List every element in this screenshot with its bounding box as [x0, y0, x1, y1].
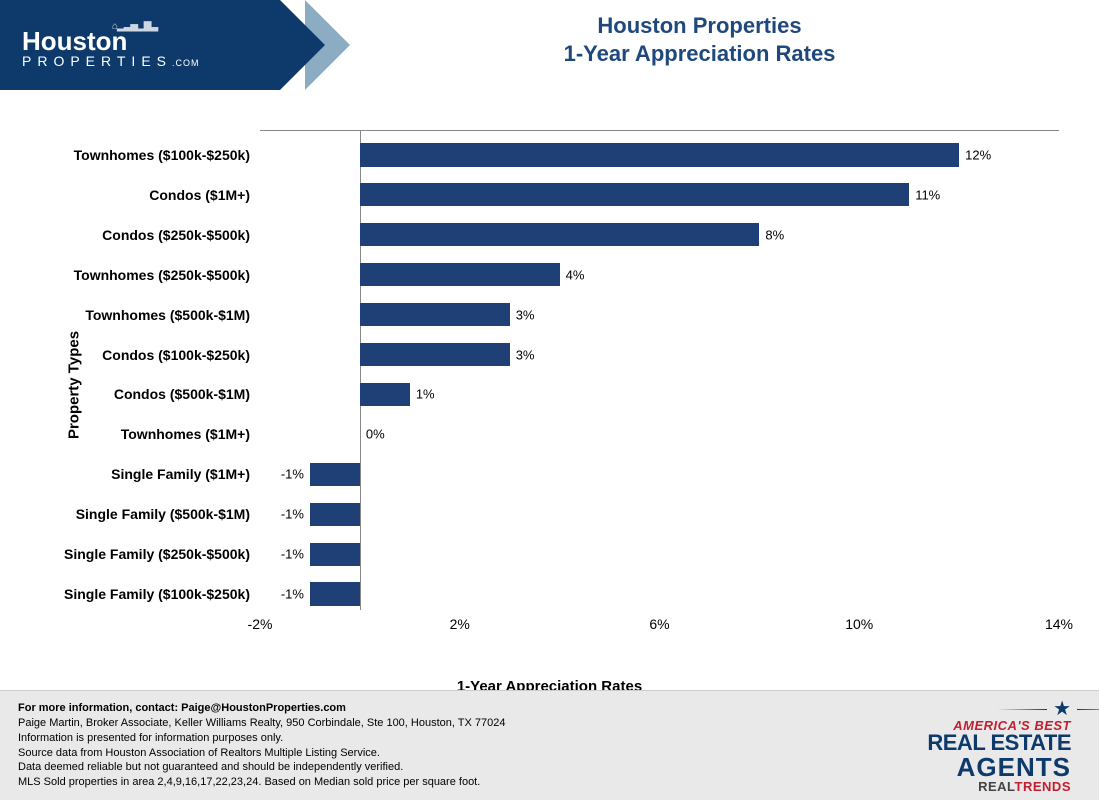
plot-area: -2%2%6%10%14%Townhomes ($100k-$250k)12%C… [260, 130, 1059, 610]
header: ⌂▂▃▅▂▇▃ Houston PROPERTIES.COM Houston P… [0, 0, 1099, 90]
bar [360, 303, 510, 326]
bar-category-label: Single Family ($250k-$500k) [64, 546, 250, 562]
bar [310, 543, 360, 566]
bar-row: Townhomes ($100k-$250k)12% [260, 143, 1059, 166]
bar-row: Single Family ($250k-$500k)-1% [260, 543, 1059, 566]
footer: For more information, contact: Paige@Hou… [0, 690, 1099, 800]
bar-category-label: Townhomes ($250k-$500k) [74, 267, 250, 283]
bar-category-label: Condos ($500k-$1M) [114, 386, 250, 402]
bar-row: Condos ($100k-$250k)3% [260, 343, 1059, 366]
bar-row: Condos ($1M+)11% [260, 183, 1059, 206]
bar-value-label: 1% [416, 387, 435, 402]
bar [310, 582, 360, 605]
bar [360, 183, 909, 206]
bar-value-label: 4% [566, 267, 585, 282]
footer-line: Paige Martin, Broker Associate, Keller W… [18, 716, 506, 731]
bar-category-label: Condos ($1M+) [149, 187, 250, 203]
bar-category-label: Single Family ($500k-$1M) [76, 506, 250, 522]
x-tick: 10% [845, 616, 873, 632]
bar [310, 503, 360, 526]
skyline-icon: ⌂▂▃▅▂▇▃ [112, 22, 200, 32]
bar-value-label: -1% [281, 587, 304, 602]
chart-title: Houston Properties 1-Year Appreciation R… [320, 12, 1079, 67]
bar [360, 383, 410, 406]
bar-value-label: 8% [765, 227, 784, 242]
star-icon: ★ [1053, 698, 1071, 720]
y-axis-label: Property Types [66, 331, 83, 439]
bar [360, 343, 510, 366]
bar-value-label: 12% [965, 147, 991, 162]
bar-value-label: -1% [281, 467, 304, 482]
bar-row: Single Family ($1M+)-1% [260, 463, 1059, 486]
bar-value-label: -1% [281, 507, 304, 522]
bar [310, 463, 360, 486]
bar-row: Single Family ($500k-$1M)-1% [260, 503, 1059, 526]
bar-row: Townhomes ($500k-$1M)3% [260, 303, 1059, 326]
bar-value-label: 3% [516, 307, 535, 322]
bar-row: Single Family ($100k-$250k)-1% [260, 582, 1059, 605]
bar-value-label: 0% [366, 427, 385, 442]
x-tick: 14% [1045, 616, 1073, 632]
x-tick: 2% [450, 616, 470, 632]
bar [360, 263, 560, 286]
brand-logo: ⌂▂▃▅▂▇▃ Houston PROPERTIES.COM [0, 0, 280, 90]
bar-value-label: 3% [516, 347, 535, 362]
footer-line: Information is presented for information… [18, 731, 506, 746]
bar-category-label: Townhomes ($500k-$1M) [85, 307, 250, 323]
bar-category-label: Townhomes ($1M+) [121, 426, 250, 442]
bar [360, 223, 760, 246]
x-tick: 6% [649, 616, 669, 632]
bar [360, 143, 959, 166]
bar-category-label: Condos ($100k-$250k) [102, 347, 250, 363]
footer-line: Source data from Houston Association of … [18, 746, 506, 761]
bar-row: Townhomes ($250k-$500k)4% [260, 263, 1059, 286]
footer-text: For more information, contact: Paige@Hou… [18, 701, 506, 790]
footer-badge: ★ AMERICA'S BEST REAL ESTATE AGENTS REAL… [927, 699, 1081, 793]
footer-line: MLS Sold properties in area 2,4,9,16,17,… [18, 775, 506, 790]
bar-row: Condos ($500k-$1M)1% [260, 383, 1059, 406]
bar-category-label: Townhomes ($100k-$250k) [74, 147, 250, 163]
bar-category-label: Single Family ($1M+) [111, 466, 250, 482]
bar-row: Townhomes ($1M+)0% [260, 423, 1059, 446]
bar-category-label: Condos ($250k-$500k) [102, 227, 250, 243]
bar-row: Condos ($250k-$500k)8% [260, 223, 1059, 246]
bar-value-label: 11% [915, 187, 940, 202]
bar-category-label: Single Family ($100k-$250k) [64, 586, 250, 602]
brand-logo-text: ⌂▂▃▅▂▇▃ Houston PROPERTIES.COM [22, 22, 200, 68]
footer-line: Data deemed reliable but not guaranteed … [18, 760, 506, 775]
bar-value-label: -1% [281, 547, 304, 562]
chart: Property Types -2%2%6%10%14%Townhomes ($… [40, 130, 1059, 640]
x-tick: -2% [248, 616, 273, 632]
footer-line: For more information, contact: Paige@Hou… [18, 701, 506, 716]
